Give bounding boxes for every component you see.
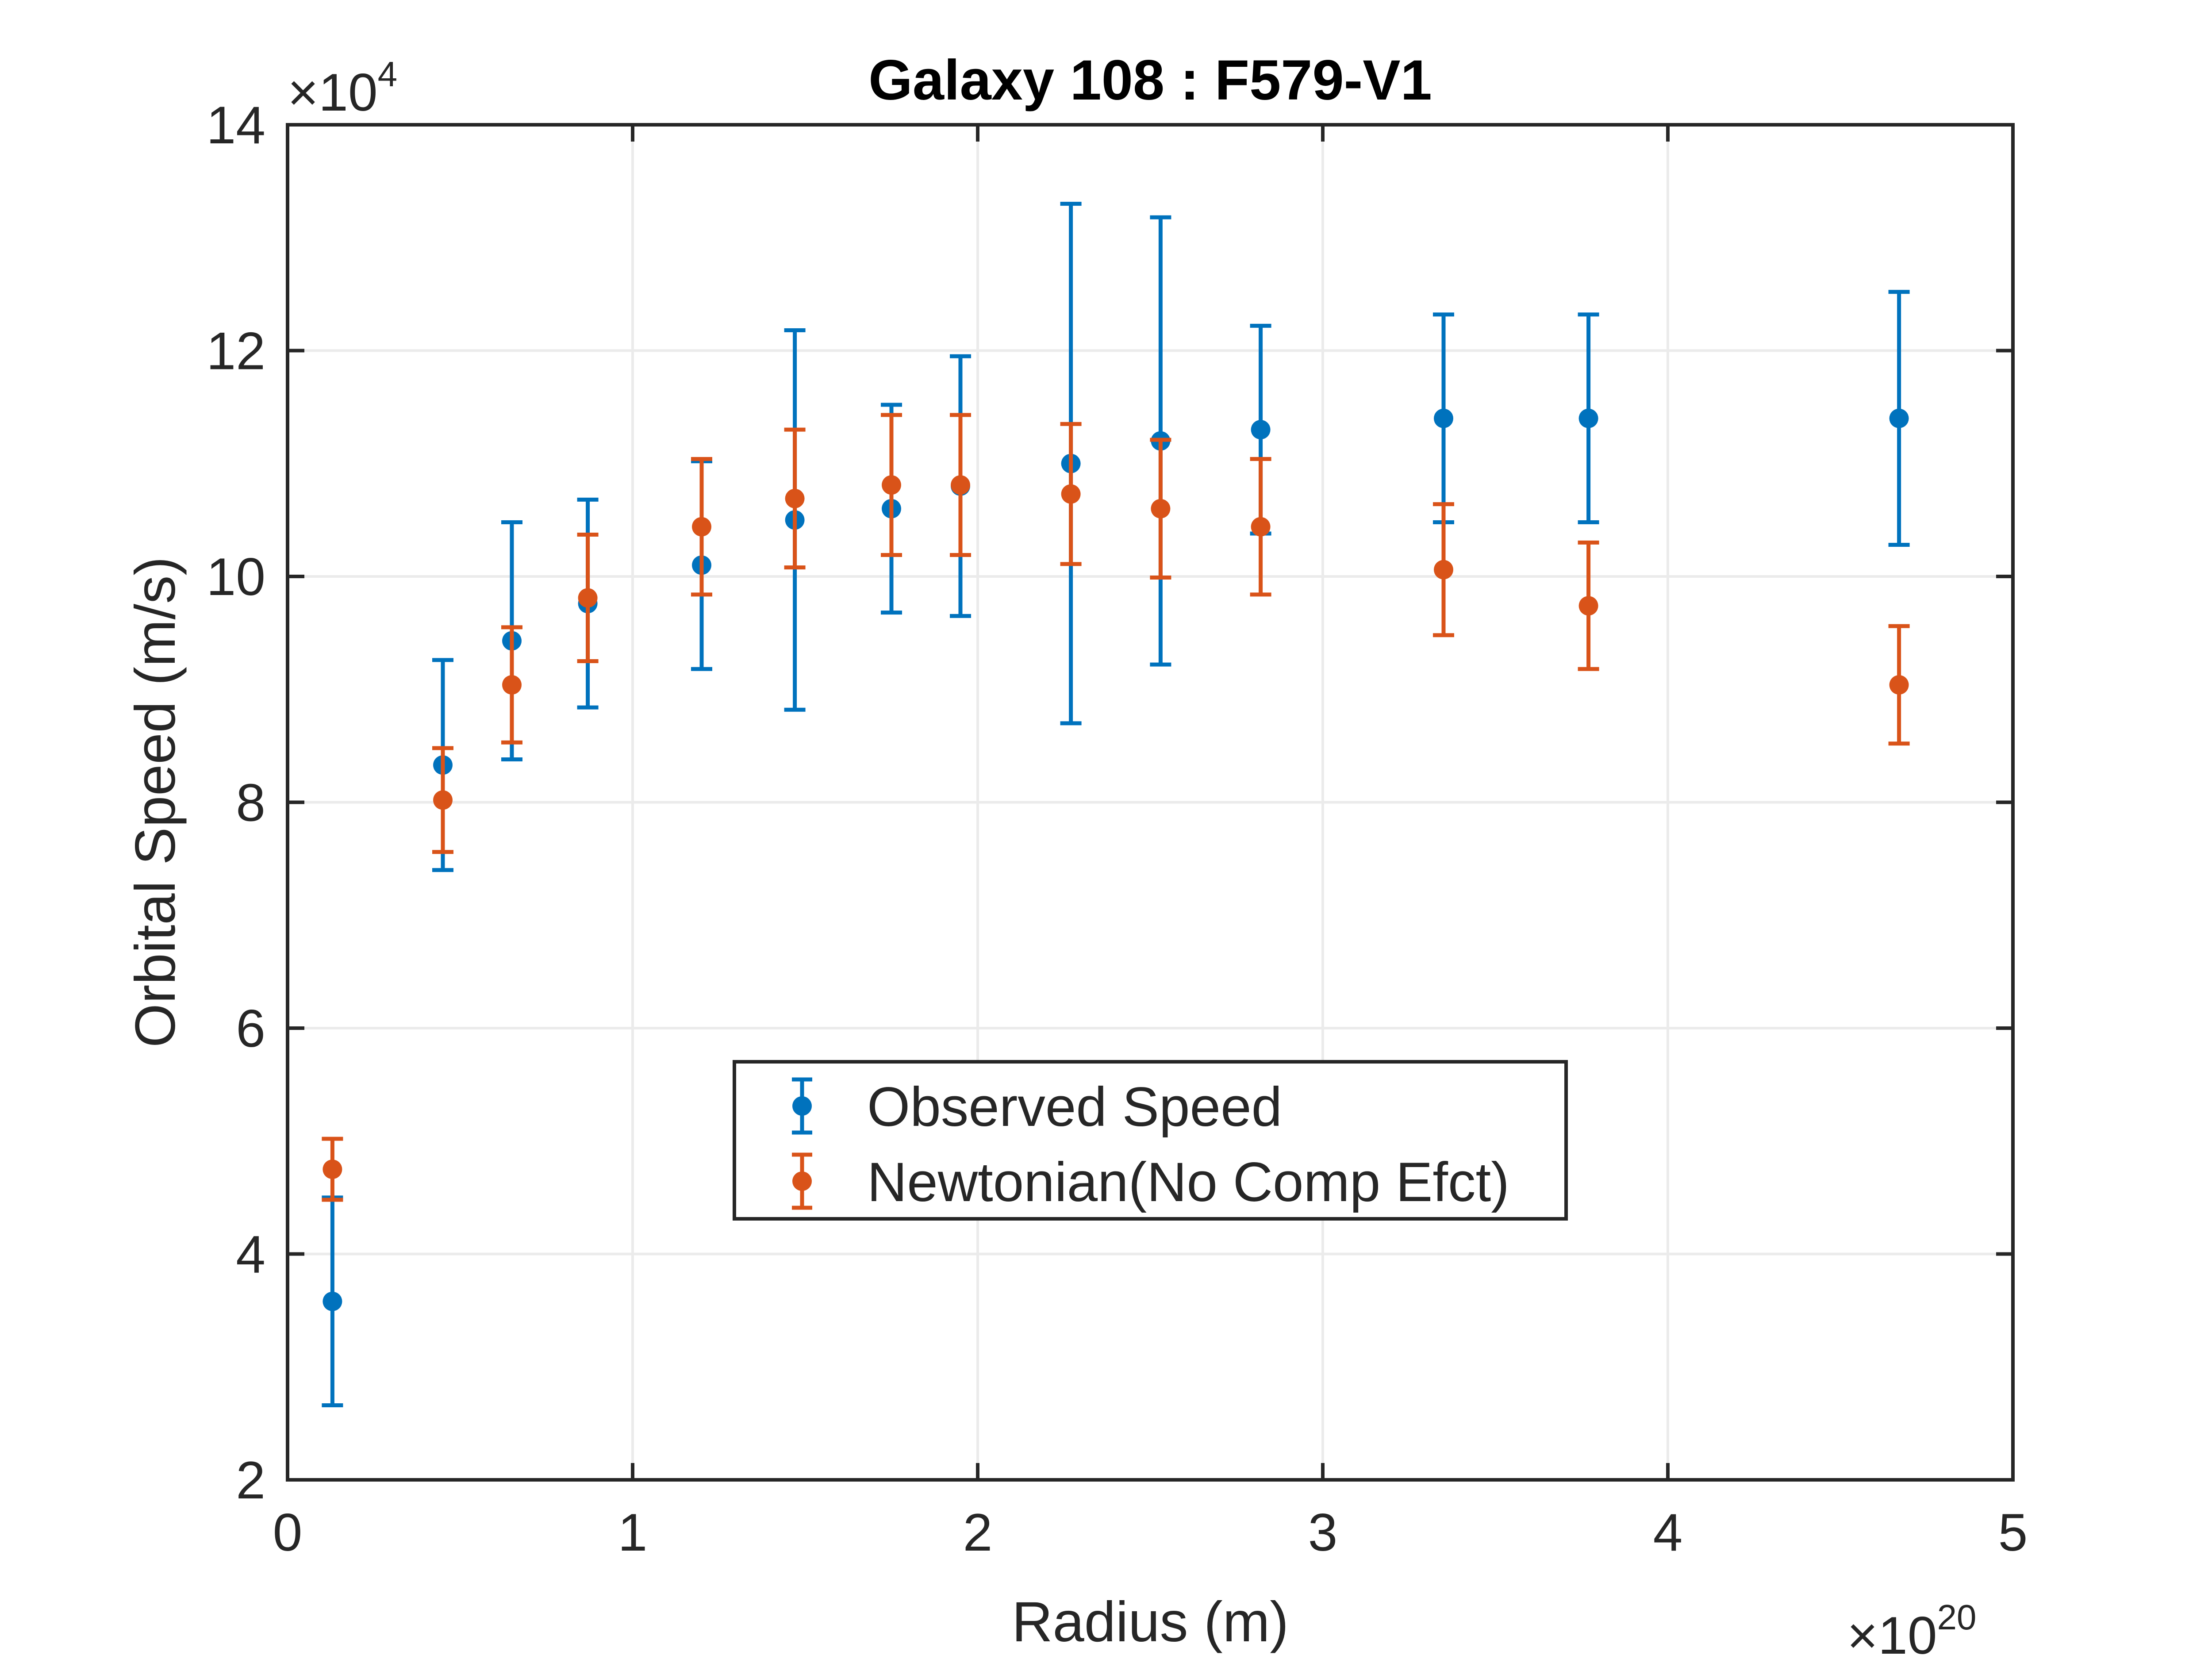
data-point [1151,499,1171,518]
data-point [785,488,805,508]
data-series [322,202,1910,1408]
y-tick-label: 12 [207,322,265,381]
x-tick-label: 4 [1653,1503,1683,1562]
data-point [1434,560,1453,580]
y-tick-label: 8 [236,773,265,833]
y-axis-label: Orbital Speed (m/s) [124,557,187,1048]
data-point [1889,675,1909,695]
legend-box [733,1060,1568,1221]
data-point [1434,408,1453,428]
legend-item-newtonian: Newtonian(No Comp Efct) [792,1152,1509,1213]
x-tick-label: 3 [1308,1503,1338,1562]
x-tick-label: 0 [273,1503,303,1562]
x-tick-label: 2 [963,1503,993,1562]
data-point [1578,408,1598,428]
data-point [1578,596,1598,616]
legend-label-newtonian: Newtonian(No Comp Efct) [867,1152,1509,1213]
y-exponent-power: 4 [378,54,398,94]
legend-marker-point-newtonian [792,1171,812,1191]
x-exponent-power: 20 [1937,1598,1977,1637]
data-point [502,675,522,695]
data-point [882,475,901,495]
legend-label-observed: Observed Speed [867,1076,1282,1138]
y-axis-exponent: ×104 [288,54,397,122]
data-point [433,790,453,810]
y-tick-label: 2 [236,1451,265,1510]
data-point [323,1160,342,1179]
data-point [578,588,598,608]
legend: Observed Speed Newtonian(No Comp Efct) [733,1060,1568,1221]
y-tick-label: 14 [207,96,265,155]
y-tick-label: 10 [207,547,265,607]
plot-frame [286,123,2015,1482]
x-tick-label: 5 [1998,1503,2028,1562]
data-point [1251,420,1271,440]
legend-item-observed: Observed Speed [792,1076,1282,1138]
data-point [323,1291,342,1311]
data-point [1251,517,1271,537]
x-axis-exponent: ×1020 [1847,1598,1977,1659]
x-tick-label: 1 [618,1503,648,1562]
y-tick-label: 4 [236,1225,265,1284]
data-point [692,517,711,537]
legend-marker-point-observed [792,1096,812,1116]
y-exponent-base: ×10 [288,63,378,122]
y-tick-label: 6 [236,999,265,1058]
data-point [1061,484,1081,504]
chart-title: Galaxy 108 : F579-V1 [868,49,1432,112]
x-axis-label: Radius (m) [1012,1590,1289,1654]
data-point [951,475,970,495]
series-newtonian [322,413,1910,1202]
data-point [1889,408,1909,428]
x-exponent-base: ×10 [1847,1606,1937,1659]
